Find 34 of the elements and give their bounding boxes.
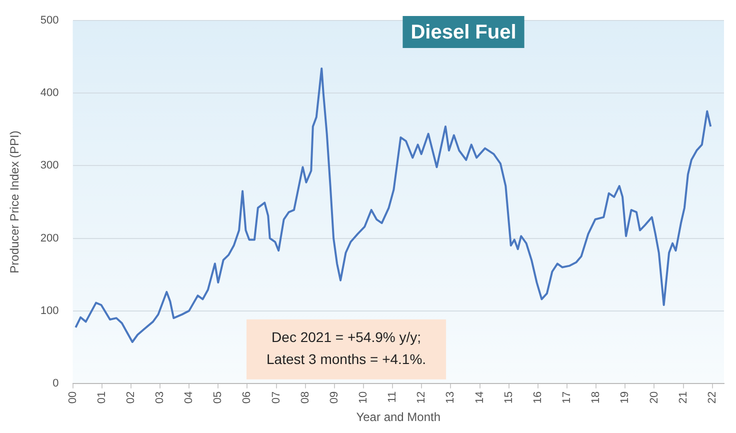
x-tick-label: 14: [474, 391, 486, 404]
x-tick-label: 10: [358, 391, 370, 404]
x-tick-label: 22: [706, 391, 718, 404]
x-axis-title: Year and Month: [356, 410, 441, 424]
x-tick-label: 18: [590, 391, 602, 404]
x-tick-label: 11: [386, 391, 399, 403]
annotation: Dec 2021 = +54.9% y/y;: [272, 329, 421, 346]
x-tick-label: 16: [532, 391, 544, 404]
x-tick-label: 20: [648, 391, 660, 404]
x-tick-label: 13: [444, 391, 457, 404]
x-tick-label: 04: [183, 391, 196, 404]
x-tick-label: 06: [241, 391, 254, 404]
y-tick-label: 300: [40, 160, 59, 172]
x-tick-label: 08: [299, 391, 312, 404]
x-tick-label: 07: [270, 391, 282, 404]
y-axis-title: Producer Price Index (PPI): [8, 130, 22, 274]
y-tick-label: 0: [52, 377, 59, 390]
x-tick-label: 17: [561, 391, 574, 404]
y-tick-label: 500: [40, 14, 59, 27]
y-tick-label: 100: [40, 304, 59, 317]
x-tick-label: 00: [66, 391, 79, 404]
chart-title: Diesel Fuel: [410, 22, 516, 44]
x-tick-label: 21: [677, 391, 690, 404]
x-tick-label: 19: [619, 391, 632, 404]
x-tick-label: 05: [212, 391, 224, 404]
x-tick-label: 01: [96, 391, 108, 404]
x-tick-label: 15: [502, 391, 515, 404]
y-tick-label: 200: [40, 232, 59, 244]
x-tick-label: 02: [124, 391, 137, 404]
x-tick-label: 12: [416, 391, 428, 404]
x-tick-label: 09: [328, 391, 340, 404]
annotation: Latest 3 months = +4.1%.: [266, 351, 426, 368]
y-tick-label: 400: [40, 87, 59, 100]
x-tick-label: 03: [154, 391, 166, 404]
